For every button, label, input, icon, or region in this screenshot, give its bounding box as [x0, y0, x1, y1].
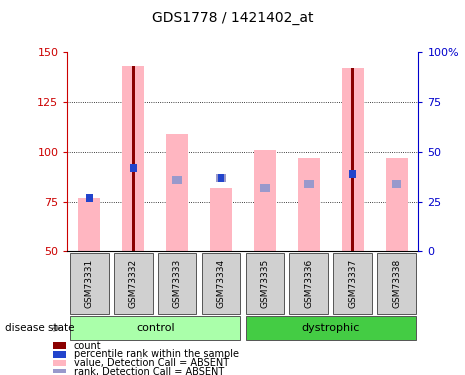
Bar: [158, 252, 196, 314]
Bar: [246, 316, 416, 340]
Bar: [385, 158, 407, 251]
Bar: [53, 351, 66, 358]
Bar: [86, 194, 93, 202]
Bar: [114, 252, 153, 314]
Text: percentile rank within the sample: percentile rank within the sample: [73, 350, 239, 359]
Bar: [216, 174, 226, 182]
Text: disease state: disease state: [5, 323, 74, 333]
Text: rank, Detection Call = ABSENT: rank, Detection Call = ABSENT: [73, 367, 224, 375]
Bar: [122, 66, 144, 251]
Bar: [377, 252, 416, 314]
Bar: [351, 68, 354, 251]
Bar: [210, 188, 232, 251]
Text: GSM73334: GSM73334: [217, 259, 226, 308]
Bar: [333, 252, 372, 314]
Bar: [70, 252, 109, 314]
Bar: [130, 164, 137, 172]
Bar: [392, 180, 401, 188]
Bar: [349, 170, 356, 178]
Text: GSM73336: GSM73336: [304, 258, 313, 308]
Text: GSM73337: GSM73337: [348, 258, 357, 308]
Bar: [342, 68, 364, 251]
Bar: [218, 174, 224, 182]
Bar: [290, 252, 328, 314]
Bar: [166, 134, 188, 251]
Bar: [298, 158, 320, 251]
Bar: [260, 184, 270, 192]
Bar: [53, 360, 66, 366]
Text: GDS1778 / 1421402_at: GDS1778 / 1421402_at: [152, 11, 313, 25]
Bar: [79, 198, 100, 251]
Text: GSM73335: GSM73335: [260, 258, 269, 308]
Text: GSM73338: GSM73338: [392, 258, 401, 308]
Text: dystrophic: dystrophic: [301, 323, 360, 333]
Bar: [70, 316, 240, 340]
Text: GSM73331: GSM73331: [85, 258, 94, 308]
Bar: [304, 180, 314, 188]
Bar: [202, 252, 240, 314]
Text: control: control: [136, 323, 174, 333]
Bar: [246, 252, 284, 314]
Bar: [254, 150, 276, 251]
Text: count: count: [73, 340, 101, 351]
Text: GSM73333: GSM73333: [173, 258, 182, 308]
Bar: [172, 176, 182, 184]
Bar: [53, 342, 66, 349]
Text: value, Detection Call = ABSENT: value, Detection Call = ABSENT: [73, 358, 229, 368]
Bar: [132, 66, 135, 251]
Text: GSM73332: GSM73332: [129, 259, 138, 308]
Bar: [53, 369, 66, 375]
